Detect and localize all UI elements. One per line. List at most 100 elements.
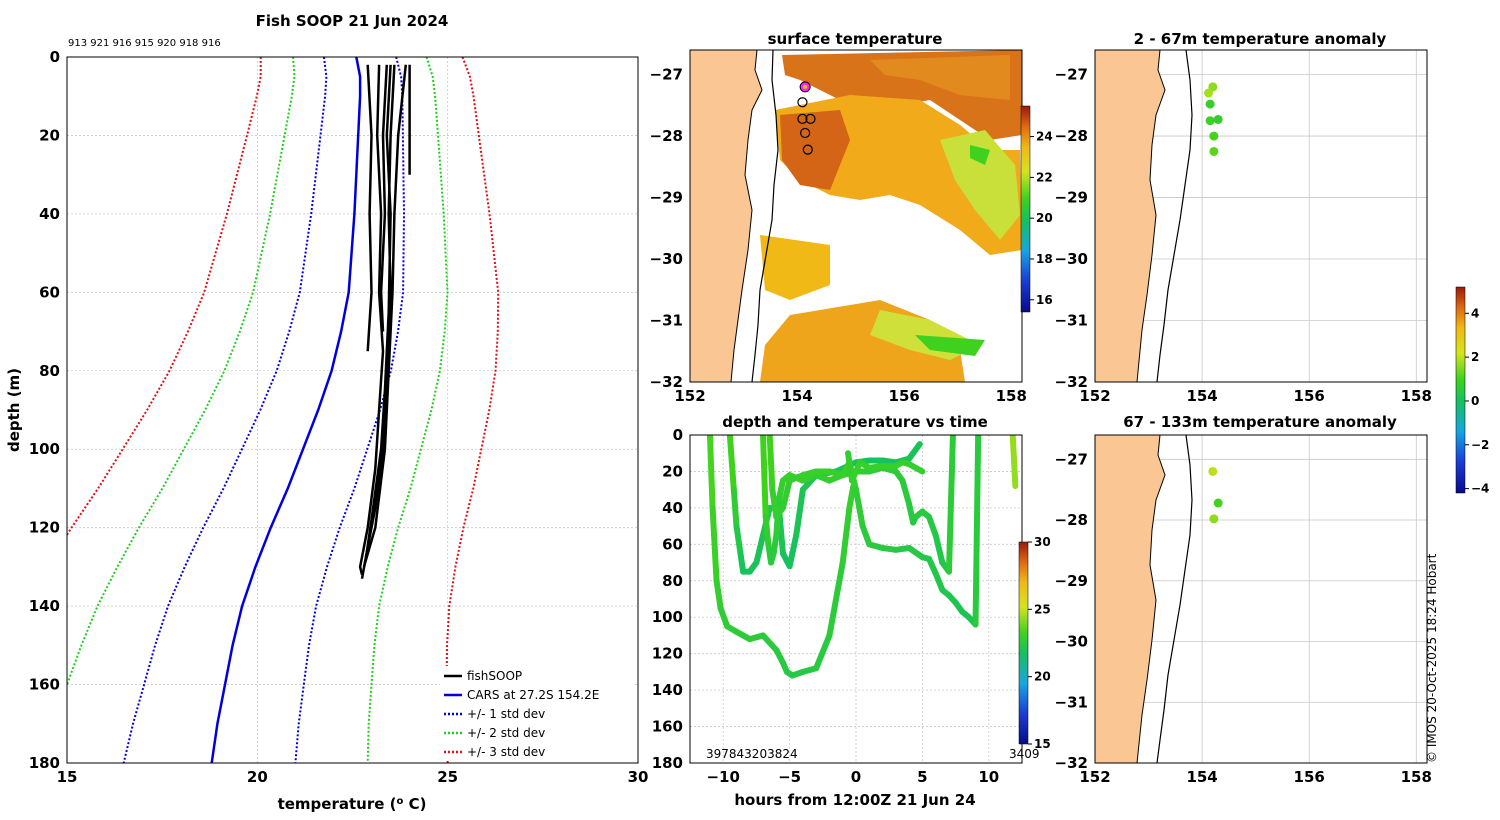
std3-upper-line <box>445 57 500 763</box>
depth-time-ytick-label: 140 <box>652 681 683 699</box>
map-ytick-label: −29 <box>1055 572 1088 590</box>
track-3-segment <box>762 514 772 548</box>
end-label: 3409 <box>1009 747 1040 761</box>
track-4-segment <box>972 435 982 628</box>
fishsoop-profile-7 <box>364 64 392 560</box>
track-6-segment <box>1009 435 1019 490</box>
track-2-segment <box>733 523 744 557</box>
profile-ylabel: depth (m) <box>5 368 23 452</box>
track-3-segment <box>932 532 946 566</box>
anomaly-upper-isobath <box>1156 50 1193 382</box>
fishsoop-profile-2 <box>358 64 385 575</box>
cars-line <box>210 57 362 763</box>
track-3-segment <box>770 532 780 557</box>
profile-ytick-label: 160 <box>29 676 60 694</box>
anomaly-colorbar-label: −2 <box>1471 438 1489 452</box>
depth-time-xtick-label: 5 <box>917 768 927 786</box>
track-4-segment <box>859 523 873 548</box>
depth-time-colorbar-label: 30 <box>1034 535 1051 549</box>
profile-ytick-label: 0 <box>50 48 60 66</box>
anomaly-upper-body <box>1095 50 1223 382</box>
profile-ytick-label: 20 <box>39 126 60 144</box>
map-ytick-label: −28 <box>1055 127 1088 145</box>
track-1-segment <box>706 435 716 511</box>
track-1-segment <box>839 504 853 566</box>
profile-ytick-label: 180 <box>29 754 60 772</box>
depth-time-xtick-label: 0 <box>851 768 861 786</box>
sst-colorbar-ticks: 16 18 20 22 24 <box>1030 130 1053 307</box>
std1-lower-line <box>122 57 328 763</box>
sst-colorbar-label: 22 <box>1036 170 1053 184</box>
sst-map-panel: surface temperature 152 154 156 158 −27 −28 −2… <box>650 30 1053 405</box>
sst-region-cool-patch <box>970 145 990 165</box>
depth-time-xtick-label: 10 <box>978 768 999 786</box>
station-marker <box>805 113 816 124</box>
profile-ytick-label: 40 <box>39 205 60 223</box>
vessel-ids: 913 921 916 915 920 918 916 <box>68 38 221 49</box>
depth-time-ytick-label: 180 <box>652 754 683 772</box>
std3-lower-line <box>67 57 262 537</box>
anomaly-point <box>1205 116 1215 126</box>
anomaly-lower-isobath <box>1156 435 1193 763</box>
legend-label-fishsoop: fishSOOP <box>467 669 522 683</box>
map-xtick-label: 154 <box>1186 768 1217 786</box>
anomaly-lower-land <box>1095 435 1166 763</box>
anomaly-upper-ticks: 152 154 156 158 −27 −28 −29 −30 −31 −32 <box>1055 66 1432 405</box>
copyright-notice: © IMOS 20-Oct-2025 18:24 Hobart <box>1425 553 1439 763</box>
sst-region-front <box>940 130 1020 240</box>
map-xtick-label: 158 <box>996 387 1027 405</box>
depth-time-title: depth and temperature vs time <box>722 413 988 431</box>
track-1-segment <box>760 632 780 654</box>
depth-time-colorbar-label: 15 <box>1034 737 1051 751</box>
sst-map-title: surface temperature <box>768 30 943 48</box>
track-1-segment <box>826 559 846 639</box>
map-ytick-label: −32 <box>1055 754 1088 772</box>
depth-time-xtick-label: −5 <box>778 768 801 786</box>
map-ytick-label: −27 <box>1055 66 1088 84</box>
map-xtick-label: 154 <box>781 387 812 405</box>
profile-ytick-label: 140 <box>29 597 60 615</box>
track-3-segment <box>926 514 939 539</box>
track-4-segment <box>853 486 866 530</box>
map-xtick-label: 156 <box>1294 768 1325 786</box>
legend-label-std1: +/- 1 std dev <box>467 707 545 721</box>
profile-title: Fish SOOP 21 Jun 2024 <box>256 12 449 30</box>
depth-time-ytick-label: 80 <box>662 572 683 590</box>
map-ytick-label: −28 <box>650 127 683 145</box>
track-3-segment <box>899 477 913 508</box>
sst-colorbar-label: 18 <box>1036 252 1053 266</box>
anomaly-point <box>1204 88 1214 98</box>
map-ytick-label: −30 <box>1055 250 1088 268</box>
sst-colorbar-label: 16 <box>1036 293 1053 307</box>
map-ytick-label: −28 <box>1055 511 1088 529</box>
sst-colorbar-label: 24 <box>1036 130 1053 144</box>
sst-stations <box>797 81 816 155</box>
depth-time-ytick-label: 120 <box>652 645 683 663</box>
anomaly-point <box>1213 114 1223 124</box>
profile-lines <box>67 57 500 763</box>
anomaly-colorbar-label: −4 <box>1471 482 1489 496</box>
anomaly-colorbar-label: 2 <box>1471 350 1479 364</box>
sst-map-body <box>690 50 1022 382</box>
depth-time-ytick-label: 40 <box>662 499 683 517</box>
sst-land <box>690 50 763 382</box>
profile-grid <box>66 56 639 764</box>
anomaly-point <box>1205 99 1215 109</box>
depth-time-ytick-label: 0 <box>673 426 683 444</box>
map-ytick-label: −29 <box>1055 189 1088 207</box>
depth-time-colorbar-label: 20 <box>1034 670 1051 684</box>
track-2-segment <box>793 486 806 539</box>
anomaly-lower-body <box>1095 435 1223 763</box>
station-marker <box>797 113 808 124</box>
track-2-segment <box>737 550 747 575</box>
std1-upper-line <box>294 57 406 763</box>
track-4-segment <box>769 486 780 520</box>
profile-frame <box>66 56 639 764</box>
map-xtick-label: 152 <box>1079 387 1110 405</box>
map-ytick-label: −31 <box>1055 312 1088 330</box>
depth-time-tracks <box>706 435 1019 679</box>
map-xtick-label: 152 <box>1079 768 1110 786</box>
profile-legend: fishSOOP CARS at 27.2S 154.2E +/- 1 std … <box>440 666 634 760</box>
